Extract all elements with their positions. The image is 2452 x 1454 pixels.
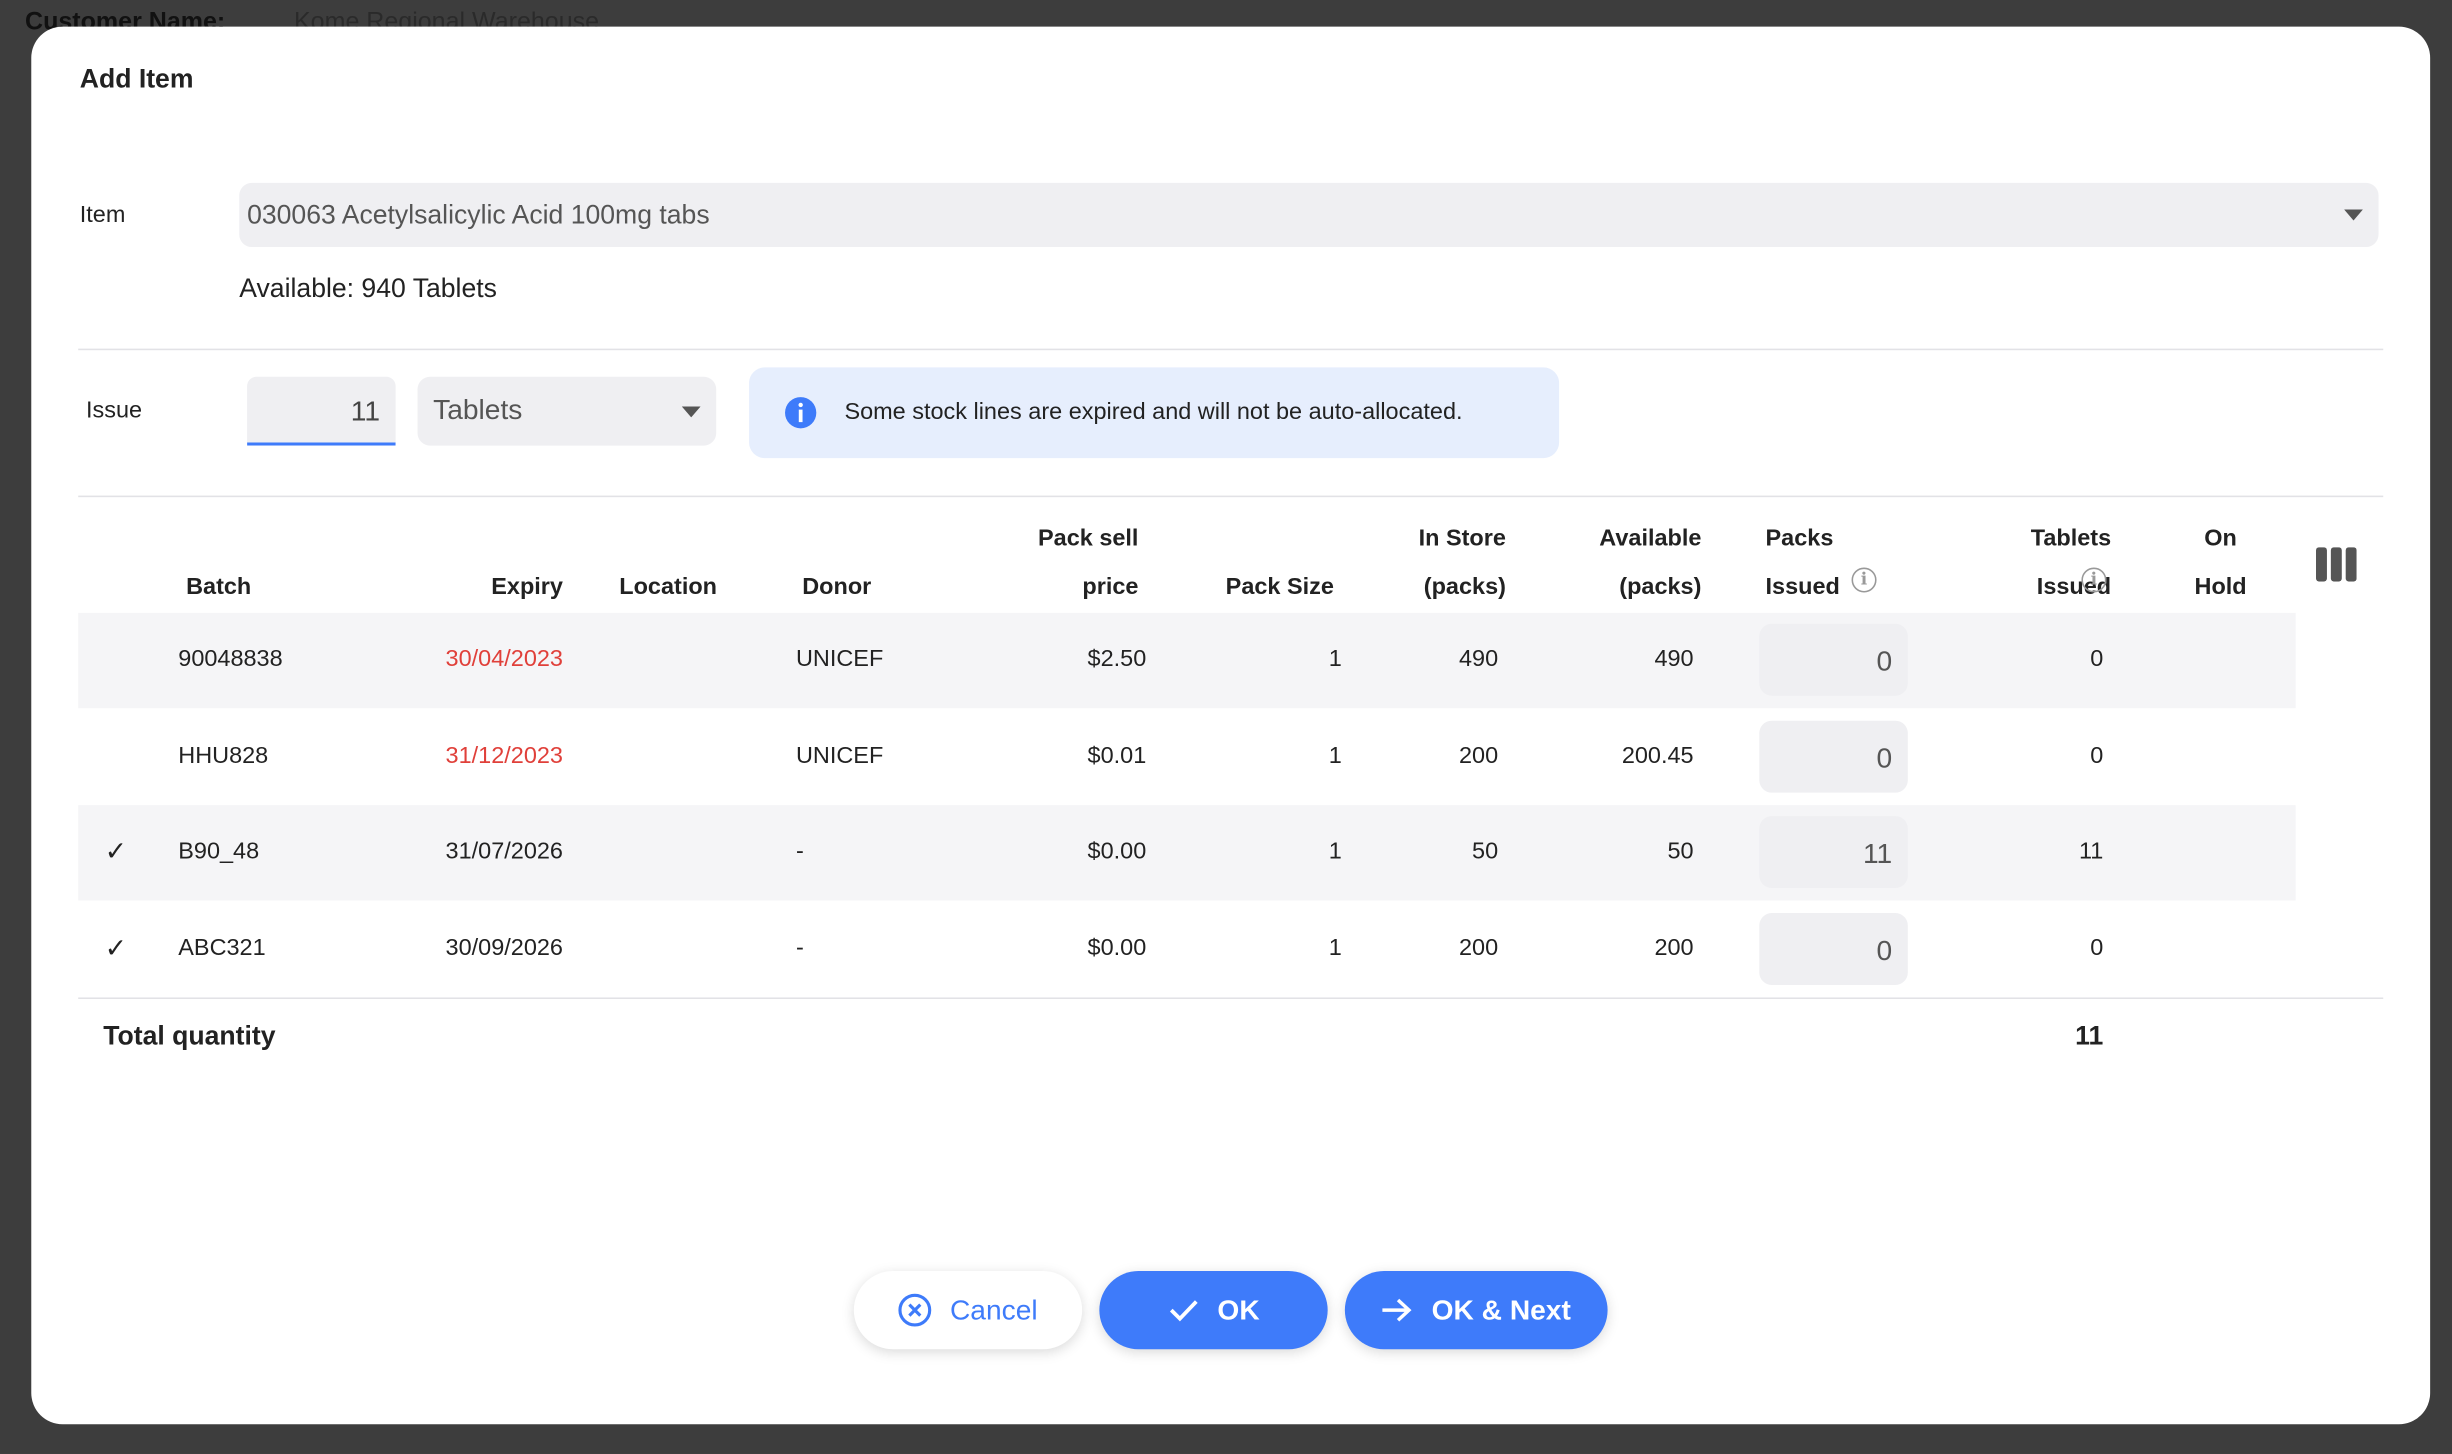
column-header: Available [1599, 525, 1702, 552]
cell-batch: B90_48 [178, 837, 260, 865]
cell-batch: ABC321 [178, 934, 266, 961]
cell-tablets-issued: 0 [2090, 934, 2104, 961]
cell-pack-size: 1 [1328, 645, 1342, 673]
cell-donor: - [795, 934, 804, 961]
column-header: Expiry [491, 573, 563, 601]
unit-select[interactable]: Tablets [417, 376, 717, 446]
cell-expiry: 30/04/2023 [445, 645, 563, 673]
ok-text: OK [1217, 1293, 1260, 1325]
cancel-text: Cancel [949, 1293, 1038, 1325]
info-icon: ℹ [2081, 567, 2107, 593]
cell-price: $0.00 [1087, 934, 1147, 961]
column-header: (packs) [1423, 573, 1506, 601]
cell-pack-size: 1 [1328, 934, 1342, 961]
cell-available: 50 [1667, 837, 1694, 865]
cell-pack-size: 1 [1328, 837, 1342, 865]
item-value: 030063 Acetylsalicylic Acid 100mg tabs [247, 200, 710, 230]
ok-next-text: OK & Next [1431, 1293, 1571, 1325]
dropdown-arrow [681, 406, 701, 418]
cell-expiry: 30/09/2026 [445, 934, 563, 961]
cancel-button[interactable]: Cancel [853, 1271, 1083, 1350]
cell-available: 200 [1654, 934, 1694, 961]
info-icon: ℹ [1851, 567, 1877, 593]
column-header: On [2204, 525, 2237, 552]
item-select[interactable]: 030063 Acetylsalicylic Acid 100mg tabs [239, 182, 2379, 248]
selected-mark: ✓ [104, 836, 128, 867]
column-header: In Store [1418, 525, 1506, 552]
issue-value: 11 [350, 395, 381, 427]
packs-issued-input[interactable]: 0 [1759, 623, 1908, 696]
dropdown-arrow [2344, 209, 2363, 221]
cell-available: 200.45 [1621, 741, 1694, 769]
cell-donor: UNICEF [795, 741, 884, 769]
row-background [78, 612, 2296, 709]
notice: Some stock lines are expired and will no… [749, 367, 1560, 459]
modal-title: Add Item [79, 64, 194, 94]
cell-in-store: 50 [1472, 837, 1499, 865]
ok-button[interactable]: OK [1099, 1271, 1328, 1350]
cell-batch: 90048838 [178, 645, 283, 673]
packs-issued-value: 0 [1876, 934, 1893, 966]
cell-donor: - [795, 837, 804, 865]
cell-price: $0.01 [1087, 741, 1147, 769]
column-header: (packs) [1619, 573, 1702, 601]
cell-price: $2.50 [1087, 645, 1147, 673]
packs-issued-input[interactable]: 0 [1759, 719, 1908, 792]
cell-tablets-issued: 0 [2090, 645, 2104, 673]
item-label: Item [79, 201, 126, 229]
column-header: Hold [2194, 573, 2247, 601]
cell-tablets-issued: 11 [2078, 837, 2104, 865]
packs-issued-input[interactable]: 11 [1759, 816, 1908, 889]
arrow-icon [1383, 1298, 1413, 1322]
modal: Add Item Item 030063 Acetylsalicylic Aci… [31, 26, 2431, 1425]
columns-icon[interactable] [2315, 547, 2357, 582]
column-header: Location [619, 573, 718, 601]
packs-issued-value: 0 [1876, 741, 1893, 774]
column-header: Donor [802, 573, 872, 601]
column-header: Issued [1765, 573, 1840, 601]
available-text: Available: 940 Tablets [239, 273, 497, 304]
row-background [78, 805, 2296, 901]
cell-donor: UNICEF [795, 645, 884, 673]
ok-next-button[interactable]: OK & Next [1344, 1271, 1608, 1350]
column-header: Pack Size [1225, 573, 1334, 601]
total-value: 11 [2075, 1020, 2104, 1051]
selected-mark: ✓ [104, 932, 128, 963]
cell-batch: HHU828 [178, 741, 269, 769]
column-header: Batch [186, 573, 252, 601]
column-header: Packs [1765, 525, 1834, 552]
cell-expiry: 31/12/2023 [445, 741, 563, 769]
column-header: Tablets [2030, 525, 2112, 552]
cell-expiry: 31/07/2026 [445, 837, 563, 865]
column-header: Pack sell [1038, 525, 1139, 552]
issue-label: Issue [86, 397, 143, 424]
issue-input[interactable]: 11 [247, 376, 396, 446]
column-header: price [1082, 573, 1139, 601]
cell-in-store: 490 [1458, 645, 1499, 673]
cell-in-store: 200 [1458, 741, 1499, 769]
cell-available: 490 [1654, 645, 1694, 673]
packs-issued-input[interactable]: 0 [1759, 912, 1908, 985]
unit-value: Tablets [433, 393, 523, 426]
info-icon [785, 397, 817, 429]
check-icon [1169, 1300, 1197, 1322]
cell-in-store: 200 [1458, 934, 1499, 961]
divider [78, 997, 2384, 1000]
packs-issued-value: 11 [1862, 837, 1893, 870]
cell-pack-size: 1 [1328, 741, 1342, 769]
packs-issued-value: 0 [1876, 645, 1893, 677]
cell-price: $0.00 [1087, 837, 1147, 865]
total-label: Total quantity [103, 1020, 276, 1051]
divider [78, 495, 2384, 498]
cancel-icon [899, 1293, 933, 1327]
notice-text: Some stock lines are expired and will no… [844, 398, 1463, 426]
divider [78, 348, 2384, 351]
cell-tablets-issued: 0 [2090, 741, 2104, 769]
